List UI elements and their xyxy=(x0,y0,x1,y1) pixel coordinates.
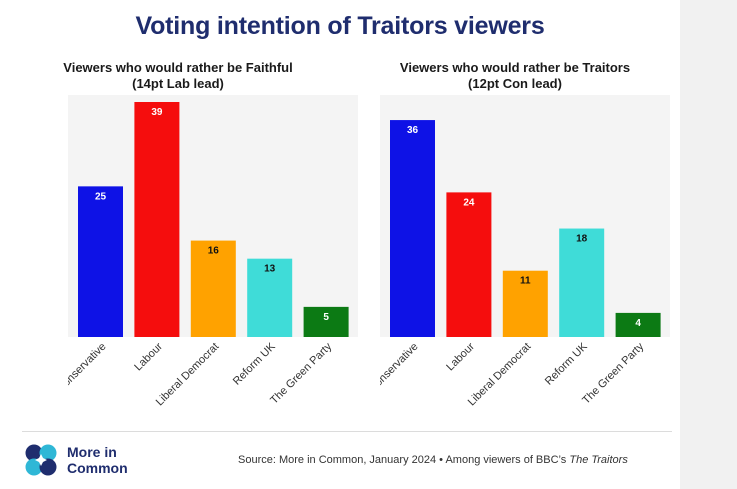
page-title: Voting intention of Traitors viewers xyxy=(135,12,545,40)
chart-left: 25 Conservative 39 Labour 16 Liberal Democrat… xyxy=(68,95,358,409)
source-show-name: The Traitors xyxy=(569,454,628,466)
category-label: Labour xyxy=(132,340,165,373)
more-in-common-logo-icon xyxy=(25,444,57,476)
chart-right-title-line1: Viewers who would rather be Traitors xyxy=(399,60,631,75)
bar-the-green-party xyxy=(615,312,661,337)
source-note: Source: More in Common, January 2024 • A… xyxy=(238,454,628,466)
data-label: 25 xyxy=(95,191,107,202)
category-label: Liberal Democrat xyxy=(466,341,534,409)
category-label: Conservative xyxy=(380,341,421,395)
category-label: Reform UK xyxy=(231,340,278,387)
source-text: Source: More in Common, January 2024 • A… xyxy=(238,454,570,466)
category-label: Conservative xyxy=(68,341,109,395)
bar-labour xyxy=(446,192,492,337)
data-label: 4 xyxy=(635,318,641,329)
category-label: Reform UK xyxy=(543,340,590,387)
chart-left-subtitle: (14pt Lab lead) xyxy=(132,76,224,91)
data-label: 5 xyxy=(323,312,329,323)
logo-line-2: Common xyxy=(67,460,128,476)
data-label: 13 xyxy=(264,264,276,275)
bar-liberal-democrat xyxy=(502,270,548,337)
data-label: 11 xyxy=(520,276,531,287)
bar-reform-uk xyxy=(247,258,293,337)
chart-right-subtitle: (12pt Con lead) xyxy=(468,76,562,91)
bar-liberal-democrat xyxy=(190,240,236,337)
logo-wordmark: More in Common xyxy=(67,444,128,476)
bar-conservative xyxy=(78,186,123,337)
bar-conservative xyxy=(390,120,435,337)
chart-card: Voting intention of Traitors viewers Vie… xyxy=(0,0,680,489)
category-label: The Green Party xyxy=(268,340,334,406)
category-label: Liberal Democrat xyxy=(154,341,222,409)
bar-reform-uk xyxy=(559,228,605,337)
chart-right-title: Viewers who would rather be Traitors (12… xyxy=(360,60,670,92)
category-label: Labour xyxy=(444,340,477,373)
data-label: 16 xyxy=(208,246,220,257)
logo-line-1: More in xyxy=(67,444,117,460)
data-label: 24 xyxy=(463,197,475,208)
chart-right: 36 Conservative 24 Labour 11 Liberal Democrat… xyxy=(380,95,670,409)
data-label: 36 xyxy=(407,125,419,136)
data-label: 39 xyxy=(151,107,163,118)
bar-labour xyxy=(134,102,180,337)
category-label: The Green Party xyxy=(580,340,646,406)
chart-left-title-line1: Viewers who would rather be Faithful xyxy=(63,60,293,75)
bar-the-green-party xyxy=(303,306,349,337)
chart-left-title: Viewers who would rather be Faithful (14… xyxy=(23,60,333,92)
data-label: 18 xyxy=(576,234,588,245)
footer-divider xyxy=(22,431,672,432)
